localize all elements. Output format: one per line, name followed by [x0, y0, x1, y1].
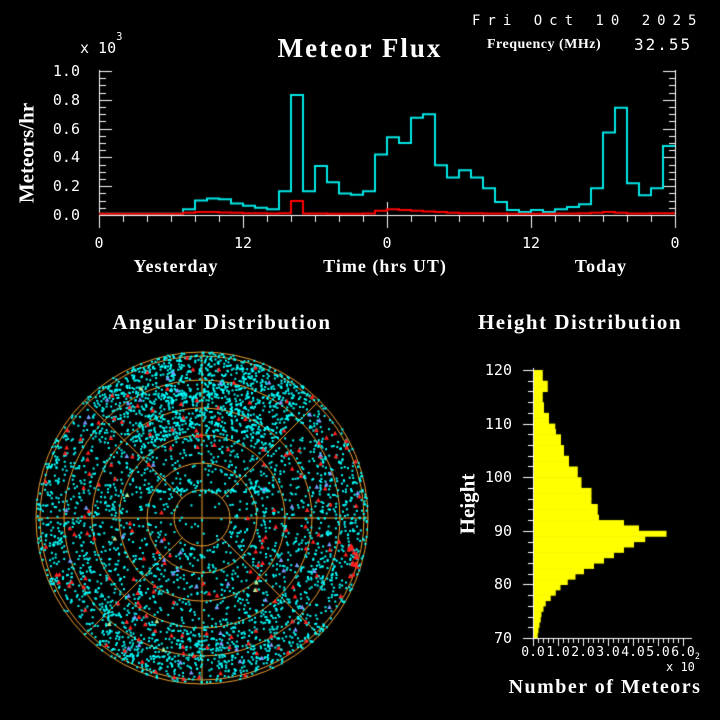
flux-xtick-0a: 0 [94, 234, 104, 252]
frequency-value: 32.55 [634, 35, 693, 54]
hist-y-axis-label: Height [455, 473, 480, 535]
flux-xtick-12a: 12 [233, 234, 253, 252]
section-label-yesterday: Yesterday [133, 256, 219, 276]
height-distribution-title: Height Distribution [477, 310, 683, 334]
hist-x-axis-label: Number of Meteors [508, 676, 702, 698]
flux-xtick-0c: 0 [670, 234, 680, 252]
flux-x-axis-label: Time (hrs UT) [323, 256, 447, 276]
flux-ytick-0.0: 0.0 [52, 206, 80, 224]
hist-xtick-4: 4.0 [621, 645, 645, 660]
hist-ytick-100: 100 [484, 468, 512, 486]
flux-xtick-0b: 0 [382, 234, 392, 252]
date-display: Fri Oct 10 2025 [472, 13, 704, 29]
hist-xtick-2: 2.0 [571, 645, 595, 660]
hist-ytick-70: 70 [493, 629, 512, 647]
flux-y-axis-label: Meteors/hr [14, 102, 39, 204]
section-label-today: Today [574, 256, 628, 276]
hist-x-scale-exp: 2 [694, 651, 700, 661]
flux-ytick-0.2: 0.2 [52, 177, 80, 195]
angular-distribution-title: Angular Distribution [112, 310, 332, 334]
hist-xtick-5: 5.0 [646, 645, 670, 660]
frequency-label: Frequency (MHz) [487, 37, 602, 52]
hist-xtick-0: 0.0 [521, 645, 545, 660]
hist-ytick-120: 120 [484, 361, 512, 379]
hist-ytick-90: 90 [493, 522, 512, 540]
page-title: Meteor Flux [277, 33, 443, 63]
flux-y-scale-base: x 10 [80, 39, 117, 57]
flux-ytick-0.4: 0.4 [52, 148, 80, 166]
hist-ytick-80: 80 [493, 575, 512, 593]
flux-ytick-0.6: 0.6 [52, 120, 80, 138]
flux-y-scale-exp: 3 [116, 31, 123, 43]
flux-ytick-0.8: 0.8 [52, 91, 80, 109]
hist-ytick-110: 110 [484, 415, 512, 433]
hist-xtick-6: 6.0 [671, 645, 695, 660]
flux-xtick-12b: 12 [521, 234, 541, 252]
hist-xtick-3: 3.0 [596, 645, 620, 660]
flux-ytick-1.0: 1.0 [52, 62, 80, 80]
hist-x-scale-base: x 10 [666, 660, 695, 674]
hist-xtick-1: 1.0 [546, 645, 570, 660]
hist-x-scale: x 102 [666, 651, 700, 674]
flux-y-scale: x 103 [80, 31, 122, 57]
